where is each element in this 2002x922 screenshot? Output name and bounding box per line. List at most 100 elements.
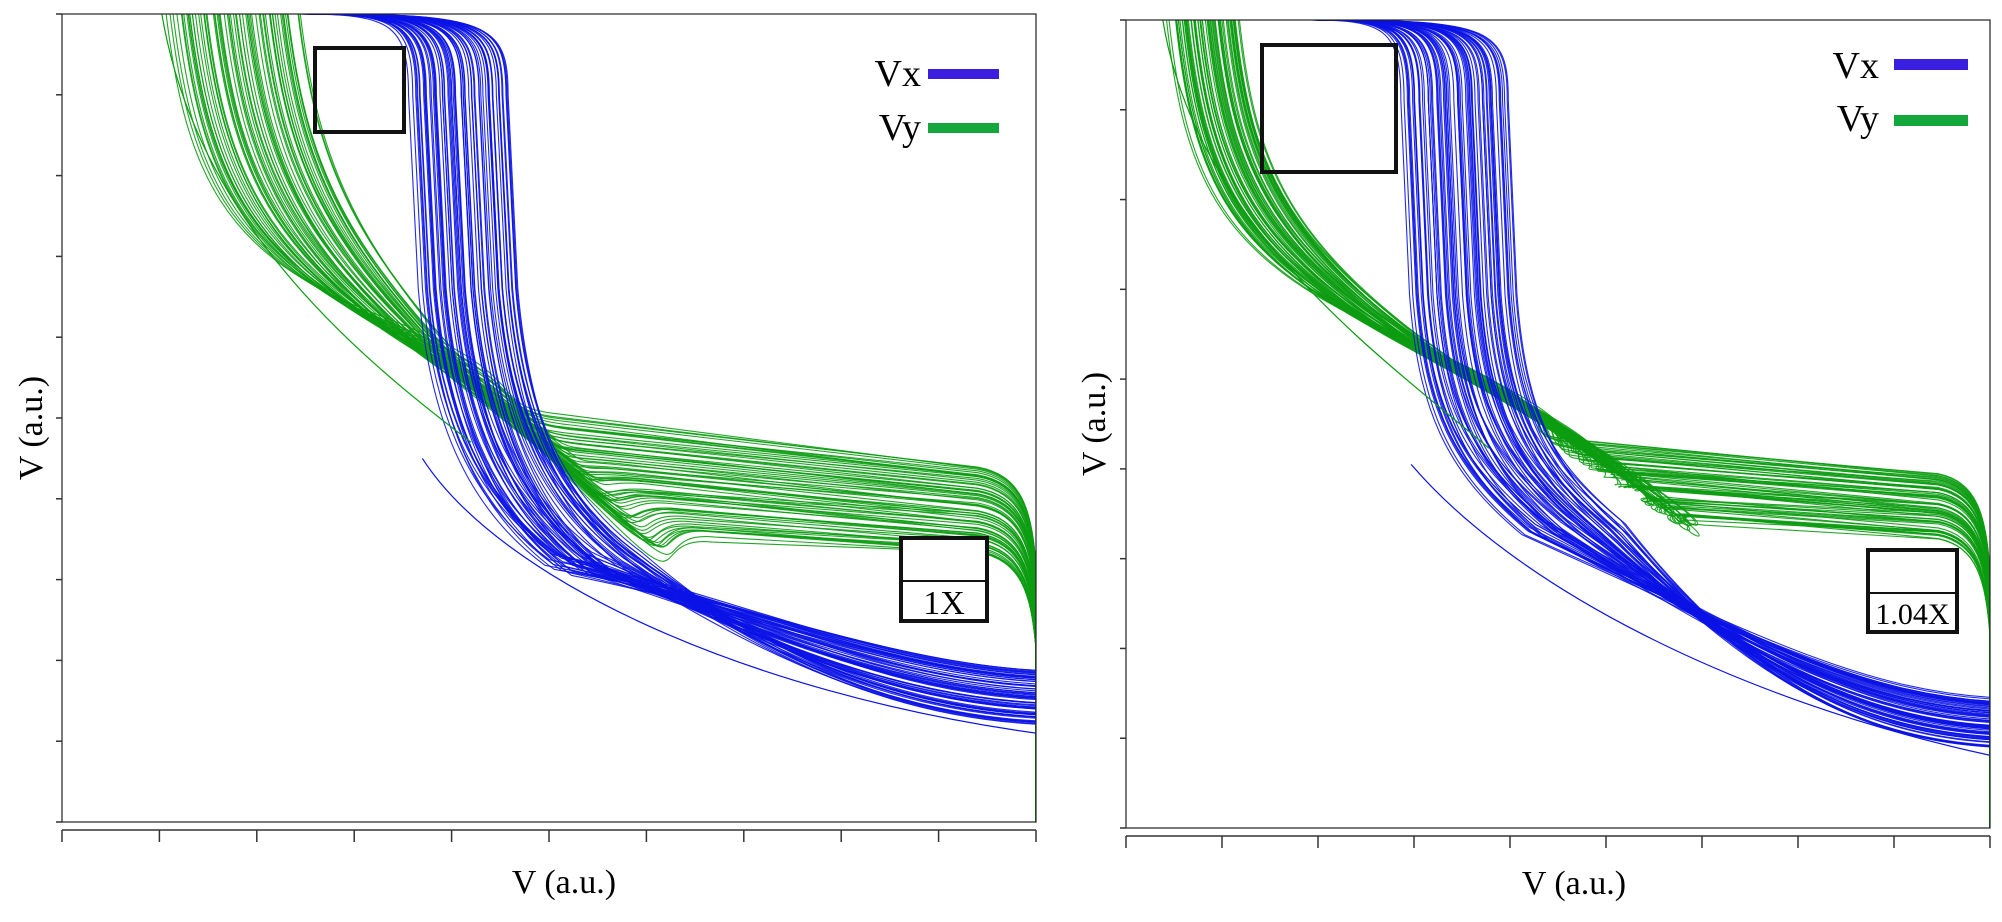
vy-curve (276, 14, 1036, 822)
lower-square-label: 1X (923, 585, 965, 622)
y-axis-ticks (56, 13, 62, 823)
chart-right: V (a.u.) V (a.u.) Vx Vy 1.04X (1076, 19, 1991, 902)
vy-curve (272, 14, 1036, 822)
legend: Vx Vy (875, 53, 999, 149)
vx-curve (310, 14, 1036, 698)
x-axis-label: V (a.u.) (512, 864, 616, 901)
plot-area (161, 14, 1036, 822)
x-axis-ticks (61, 829, 1037, 842)
vx-curve (1311, 20, 1990, 710)
vx-curve (300, 14, 1036, 719)
vx-curve (1312, 20, 1990, 722)
legend-swatch-vx (1894, 59, 1968, 70)
vy-curve (274, 14, 1036, 822)
lower-square: 1X (899, 536, 989, 623)
legend-swatch-vy (1894, 115, 1968, 126)
vx-curve (1320, 20, 1990, 709)
vy-curve (200, 14, 1036, 822)
vy-curve (1221, 20, 1990, 828)
vy-outlier-curve (161, 14, 472, 443)
vy-curve (1229, 20, 1990, 828)
vx-curve (1313, 20, 1990, 746)
lower-square-box (899, 536, 989, 623)
vy-curve (287, 14, 1036, 822)
vx-curve (309, 14, 1036, 707)
legend-label-vy: Vy (879, 107, 921, 149)
legend-label-vx: Vx (1833, 45, 1879, 87)
vy-curve (1237, 20, 1990, 828)
vx-curve (311, 14, 1036, 699)
vy-curve (1234, 20, 1990, 828)
vx-curve (1316, 20, 1990, 743)
vx-curve (304, 14, 1036, 677)
chart-panel-left: V (a.u.) V (a.u.) Vx Vy 1X (13, 13, 1037, 901)
vy-curve (213, 14, 1036, 822)
vx-curve (299, 14, 1036, 723)
vx-curve (311, 14, 1036, 704)
vy-curve (298, 14, 1036, 822)
vx-curve (1313, 20, 1990, 741)
vx-curve (1319, 20, 1990, 717)
vx-curve (1320, 20, 1990, 736)
vx-curve (310, 14, 1036, 716)
vx-curve (306, 14, 1036, 685)
vx-curve (1311, 20, 1990, 728)
vx-curve (301, 14, 1036, 695)
vx-curve (311, 14, 1036, 671)
legend-label-vx: Vx (875, 53, 921, 95)
vx-curve (1318, 20, 1990, 747)
vy-curve (235, 14, 1036, 822)
y-axis-label: V (a.u.) (1076, 372, 1113, 476)
y-axis-label: V (a.u.) (13, 376, 50, 480)
vx-curve (1313, 20, 1990, 748)
chart-left: V (a.u.) V (a.u.) Vx Vy 1X (13, 13, 1037, 901)
vy-curve (251, 14, 1036, 822)
vx-curve (310, 14, 1036, 695)
vx-outlier-curve (1410, 464, 1990, 756)
vy-curve (238, 14, 1036, 822)
vy-curve (246, 14, 1036, 822)
vy-curve (194, 14, 1036, 822)
vy-curve (1181, 20, 1990, 828)
vx-curve (309, 14, 1036, 687)
vy-outlier-curve (1162, 20, 1490, 449)
lower-square: 1.04X (1866, 548, 1959, 634)
vx-curve (1314, 20, 1990, 727)
vx-curve (1311, 20, 1990, 747)
vy-curve (281, 14, 1036, 822)
vx-curve (1322, 20, 1990, 723)
lower-square-box (1866, 548, 1959, 634)
vx-curve (1317, 20, 1990, 704)
vy-curve (1238, 20, 1990, 828)
vx-curve (305, 14, 1036, 709)
vy-curve (271, 14, 1036, 822)
vy-curve (269, 14, 1036, 822)
vx-curve (303, 14, 1036, 682)
plot-area (1162, 20, 1990, 828)
vy-curve (280, 14, 1036, 822)
vx-curve (299, 14, 1036, 724)
vx-curve (1318, 20, 1990, 748)
vy-curve (259, 14, 1036, 822)
lower-square-label: 1.04X (1875, 598, 1950, 631)
vx-curve (310, 14, 1036, 704)
vx-outlier-curve (421, 458, 1036, 734)
chart-panel-right: V (a.u.) V (a.u.) Vx Vy 1.04X (1001, 0, 2002, 922)
vy-curve (1232, 20, 1990, 828)
upper-square (313, 46, 406, 134)
x-axis-ticks (1125, 835, 1991, 848)
legend-swatch-vy (928, 123, 999, 133)
plot-frame (1125, 19, 1991, 829)
vy-curve (297, 14, 1036, 822)
vx-curve (1321, 20, 1990, 747)
vy-curve (249, 14, 1036, 822)
y-axis-ticks (1120, 19, 1126, 829)
vy-curve (172, 14, 1036, 822)
vx-curve (1317, 20, 1990, 700)
vx-curve (1309, 20, 1990, 743)
vx-curve (307, 14, 1036, 678)
vy-curve (286, 14, 1036, 822)
x-axis-label: V (a.u.) (1522, 865, 1626, 902)
legend: Vx Vy (1833, 45, 1968, 140)
upper-square (1260, 43, 1398, 174)
